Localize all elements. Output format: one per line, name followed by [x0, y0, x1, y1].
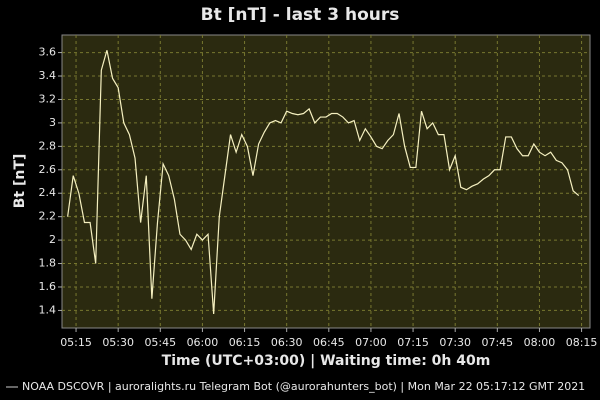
y-tick-label: 2.2 [39, 210, 57, 223]
y-tick-label: 2 [49, 233, 56, 246]
x-tick-label: 06:15 [229, 336, 261, 349]
y-tick-label: 3.6 [39, 46, 57, 59]
y-tick-label: 1.8 [39, 257, 57, 270]
y-tick-label: 3.2 [39, 92, 57, 105]
x-tick-label: 07:00 [355, 336, 387, 349]
legend-label: NOAA DSCOVR [22, 380, 105, 393]
x-tick-label: 05:45 [144, 336, 176, 349]
x-tick-label: 08:15 [566, 336, 598, 349]
y-tick-label: 3.4 [39, 69, 57, 82]
y-axis-label: Bt [nT] [12, 154, 28, 209]
y-tick-label: 1.4 [39, 303, 57, 316]
x-tick-label: 08:00 [524, 336, 556, 349]
x-axis-label: Time (UTC+03:00) | Waiting time: 0h 40m [162, 353, 491, 369]
data-line [67, 50, 580, 314]
plot-area [61, 34, 591, 329]
y-tick-label: 3 [49, 116, 56, 129]
footer-text: | auroralights.ru Telegram Bot (@aurorah… [108, 380, 585, 393]
y-tick-label: 1.6 [39, 280, 57, 293]
chart-title: Bt [nT] - last 3 hours [201, 5, 400, 25]
x-tick-label: 05:15 [60, 336, 92, 349]
x-tick-label: 06:00 [187, 336, 219, 349]
y-tick-label: 2.6 [39, 163, 57, 176]
x-tick-label: 07:15 [397, 336, 429, 349]
footer: NOAA DSCOVR | auroralights.ru Telegram B… [22, 380, 585, 393]
x-tick-label: 07:30 [439, 336, 471, 349]
x-tick-label: 06:45 [313, 336, 345, 349]
y-tick-label: 2.4 [39, 186, 57, 199]
x-tick-label: 07:45 [481, 336, 513, 349]
y-tick-label: 2.8 [39, 139, 57, 152]
x-tick-label: 05:30 [102, 336, 134, 349]
x-tick-label: 06:30 [271, 336, 303, 349]
